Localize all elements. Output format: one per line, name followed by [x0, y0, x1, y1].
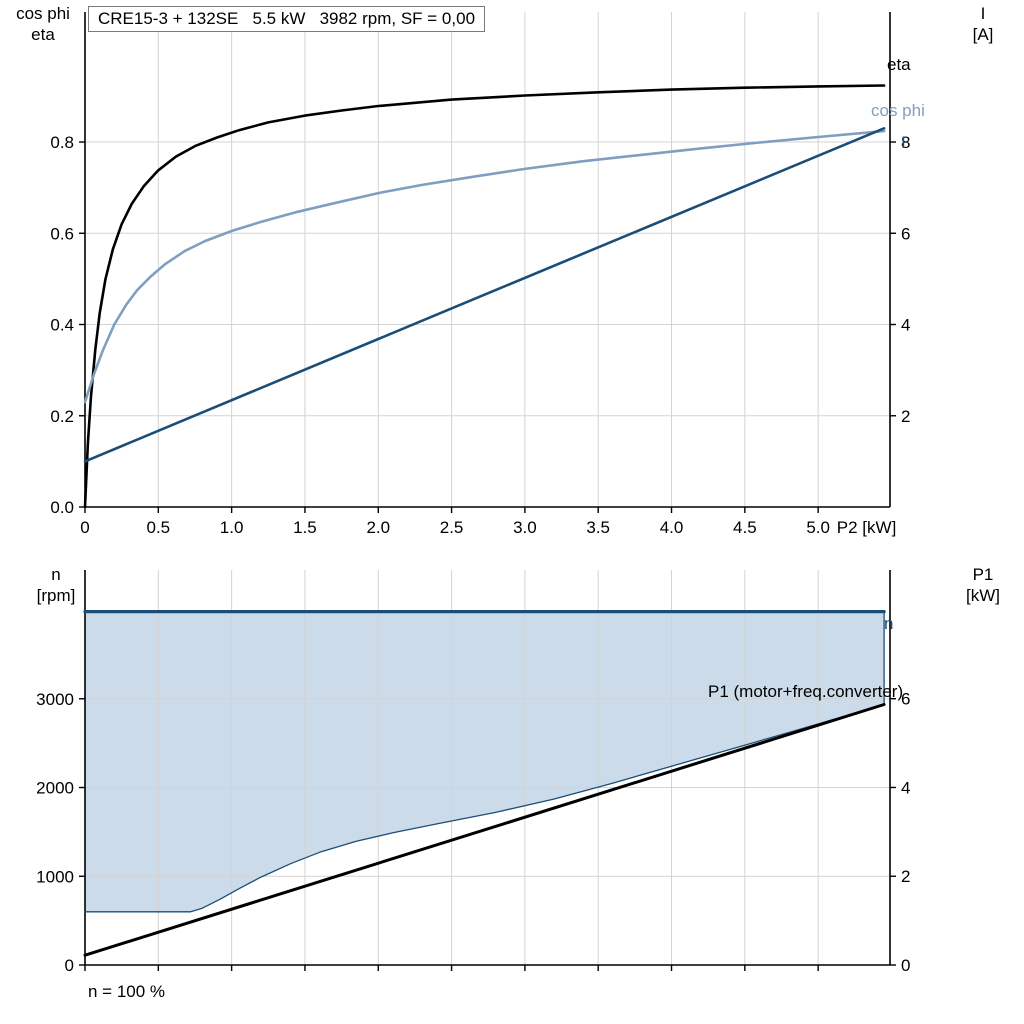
- left-tick-label: 0.8: [50, 133, 74, 152]
- x-tick-label: 2.0: [366, 518, 390, 537]
- operating-range-area: [85, 611, 885, 912]
- bottom-chart-left-axis-title: n [rpm]: [22, 564, 90, 606]
- right-axis-title-line2: [kW]: [966, 586, 1000, 605]
- series-cos-phi: [83, 129, 886, 404]
- left-axis-title-line1: n: [51, 565, 61, 584]
- left-axis-title-line2: eta: [31, 25, 55, 44]
- speed-percent-footnote: n = 100 %: [88, 982, 166, 1001]
- right-axis-title-line1: I: [980, 4, 986, 23]
- right-axis-title-line1: P1: [972, 565, 994, 584]
- top-chart-right-axis-title: I [A]: [952, 3, 1014, 45]
- x-tick-label: 5.0: [806, 518, 830, 537]
- left-tick-label: 0: [65, 956, 74, 975]
- x-tick-label: 0.5: [146, 518, 170, 537]
- left-tick-label: 2000: [36, 779, 74, 798]
- right-tick-label: 4: [901, 778, 910, 797]
- eta-curve-label: eta: [887, 55, 911, 74]
- x-tick-label: 3.5: [586, 518, 610, 537]
- x-tick-label: 1.0: [220, 518, 244, 537]
- x-tick-label: 4.5: [733, 518, 757, 537]
- series-current: [83, 127, 886, 463]
- left-tick-label: 0.2: [50, 407, 74, 426]
- right-tick-label: 6: [901, 690, 910, 709]
- right-tick-label: 2: [901, 867, 910, 886]
- left-tick-label: 0.6: [50, 224, 74, 243]
- cos-phi-curve-label: cos phi: [871, 101, 925, 120]
- left-tick-label: 0.0: [50, 498, 74, 517]
- speed-curve-label: n: [884, 614, 894, 633]
- bottom-chart-right-axis-title: P1 [kW]: [950, 564, 1016, 606]
- left-tick-label: 3000: [36, 690, 74, 709]
- right-tick-label: 6: [901, 224, 910, 243]
- series-min-speed-boundary: [84, 704, 885, 913]
- current-curve-label: I: [901, 133, 906, 152]
- right-tick-label: 0: [901, 956, 910, 975]
- series-p1: [83, 703, 886, 957]
- x-tick-label: 1.5: [293, 518, 317, 537]
- right-tick-label: 8: [901, 133, 910, 152]
- left-tick-label: 1000: [36, 867, 74, 886]
- right-tick-label: 2: [901, 407, 910, 426]
- left-axis-title-line1: cos phi: [16, 4, 70, 23]
- x-tick-label: 3.0: [513, 518, 537, 537]
- x-tick-label: 0: [80, 518, 89, 537]
- right-tick-label: 4: [901, 316, 910, 335]
- chart-title-box: CRE15-3 + 132SE 5.5 kW 3982 rpm, SF = 0,…: [88, 6, 486, 32]
- left-axis-title-line2: [rpm]: [36, 586, 76, 605]
- top-chart-left-axis-title: cos phi eta: [4, 3, 82, 45]
- series-eta: [83, 84, 886, 509]
- p1-curve-label: P1 (motor+freq.converter): [708, 682, 904, 701]
- left-tick-label: 0.4: [50, 316, 74, 335]
- right-axis-title-line2: [A]: [972, 25, 994, 44]
- x-axis-unit-label: P2 [kW]: [837, 518, 897, 537]
- x-tick-label: 4.0: [660, 518, 684, 537]
- x-tick-label: 2.5: [440, 518, 464, 537]
